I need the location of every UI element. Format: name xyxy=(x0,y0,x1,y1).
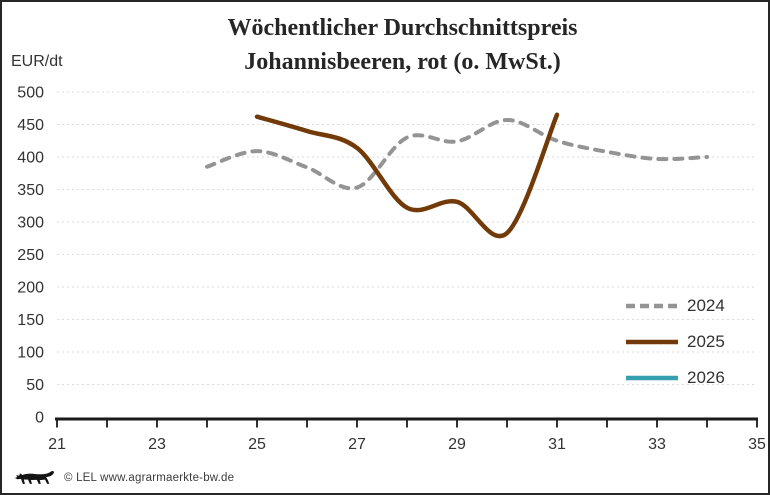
y-tick-label-300: 300 xyxy=(17,215,44,232)
legend-label-0: 2024 xyxy=(687,295,725,315)
y-tick-label-250: 250 xyxy=(17,247,44,264)
x-tick-label-31: 31 xyxy=(548,436,566,453)
chart-title: Wöchentlicher Durchschnittspreis Johanni… xyxy=(47,11,758,79)
legend-swatch-0 xyxy=(626,303,678,308)
y-tick-label-150: 150 xyxy=(17,312,44,329)
y-tick-label-500: 500 xyxy=(17,85,44,102)
x-tick-label-29: 29 xyxy=(448,436,466,453)
chart-title-line1: Wöchentlicher Durchschnittspreis xyxy=(227,15,578,41)
footer: © LEL www.agrarmaerkte-bw.de xyxy=(15,467,234,488)
y-tick-label-350: 350 xyxy=(17,182,44,199)
y-tick-label-400: 400 xyxy=(17,150,44,167)
legend-item-1: 2025 xyxy=(623,331,725,352)
y-tick-label-450: 450 xyxy=(17,117,44,134)
series-line-2025 xyxy=(254,112,560,239)
y-tick-label-200: 200 xyxy=(17,280,44,297)
chart-legend: 2024 2025 2026 xyxy=(623,295,725,403)
legend-label-1: 2025 xyxy=(687,331,725,351)
legend-label-2: 2026 xyxy=(687,367,725,387)
legend-swatch-2 xyxy=(626,375,678,380)
x-tick-label-23: 23 xyxy=(148,436,166,453)
chart-title-line2: Johannisbeeren, rot (o. MwSt.) xyxy=(244,49,561,75)
footer-credit: © LEL www.agrarmaerkte-bw.de xyxy=(64,471,235,484)
y-tick-label-0: 0 xyxy=(35,410,44,427)
x-tick-label-33: 33 xyxy=(648,436,666,453)
y-tick-label-50: 50 xyxy=(26,377,44,394)
x-tick-label-27: 27 xyxy=(348,436,366,453)
lel-lion-logo xyxy=(15,471,54,484)
legend-swatch-1 xyxy=(626,339,678,344)
x-tick-label-21: 21 xyxy=(48,436,66,453)
y-axis-unit-label: EUR/dt xyxy=(11,53,63,70)
legend-item-2: 2026 xyxy=(623,367,725,388)
legend-item-0: 2024 xyxy=(623,295,725,316)
x-tick-label-35: 35 xyxy=(748,436,766,453)
series-line-2024 xyxy=(205,117,709,191)
y-tick-label-100: 100 xyxy=(17,345,44,362)
x-tick-label-25: 25 xyxy=(248,436,266,453)
